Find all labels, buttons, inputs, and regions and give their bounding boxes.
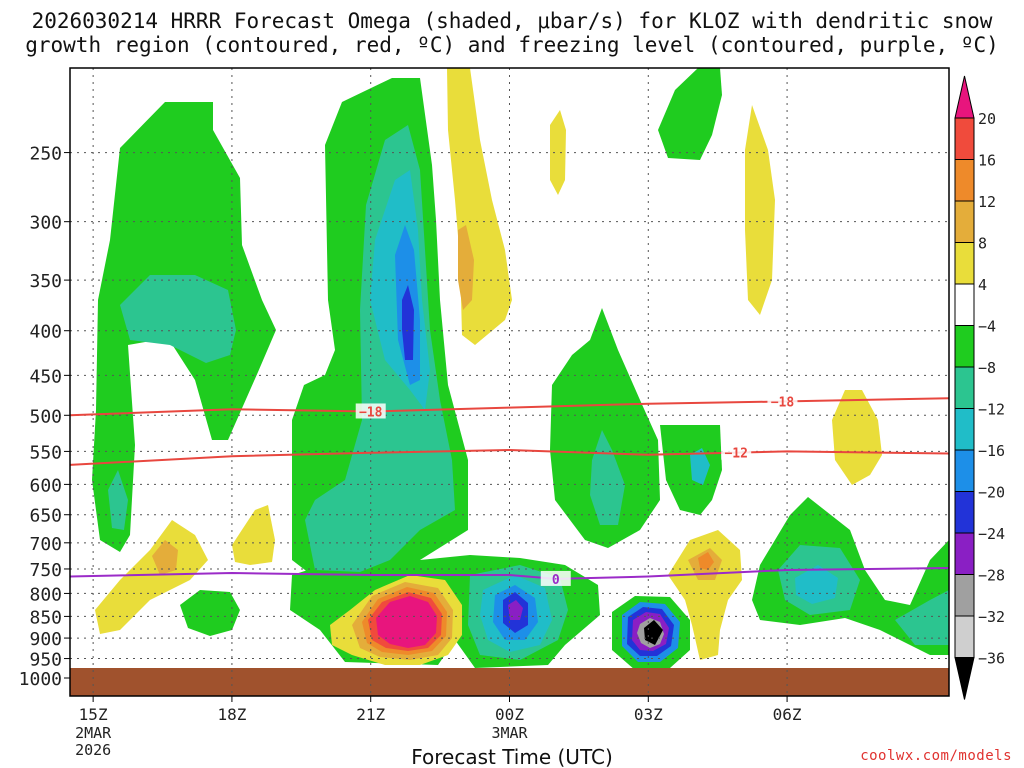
- colorbar-box-4: [954, 283, 975, 326]
- colorbar-bottom-arrow: [954, 657, 975, 700]
- omega-region-yellow-east: [832, 390, 882, 485]
- y-tick-label-750: 750: [29, 560, 62, 581]
- colorbar-box-9: [954, 491, 975, 534]
- colorbar-box-2: [954, 200, 975, 243]
- y-tick-label-650: 650: [29, 506, 62, 527]
- colorbar-box-1: [954, 159, 975, 202]
- contour-label-freezing-level-0: 0: [552, 573, 560, 588]
- colorbar-label-4: 4: [978, 276, 987, 294]
- x-tick-label-1: 18Z: [217, 705, 246, 724]
- y-tick-label-700: 700: [29, 534, 62, 555]
- colorbar-label-5: −4: [978, 318, 996, 336]
- omega-region-central: [550, 308, 660, 548]
- contour-lines: −18 −18 −12 0: [69, 393, 950, 588]
- y-tick-label-850: 850: [29, 607, 62, 628]
- omega-region-0300-cyan: [690, 448, 710, 485]
- colorbar: 20 16 12 8 4 −4 −8 −12 −16 −20 −24 −28 −32 −36: [954, 75, 1005, 700]
- omega-region-yellow-0300: [668, 530, 742, 660]
- y-tick-label-950: 950: [29, 650, 62, 671]
- x-tick-year-0: 2026: [75, 741, 111, 759]
- y-tick-label-350: 350: [29, 271, 62, 292]
- chart-title-line2: growth region (contoured, red, ºC) and f…: [25, 33, 999, 57]
- y-axis: 2503003504004505005506006507007508008509…: [19, 144, 70, 690]
- x-tick-label-3: 00Z: [495, 705, 524, 724]
- x-tick-sublabel-3: 3MAR: [491, 724, 528, 742]
- colorbar-box-5: [954, 325, 975, 368]
- colorbar-label-8: −16: [978, 442, 1005, 460]
- contour-dendritic-snow-lower: [69, 448, 950, 466]
- colorbar-box-11: [954, 574, 975, 617]
- x-tick-label-5: 06Z: [773, 705, 802, 724]
- colorbar-box-7: [954, 408, 975, 451]
- y-tick-label-550: 550: [29, 442, 62, 463]
- y-tick-label-400: 400: [29, 322, 62, 343]
- omega-region-small-west: [180, 590, 240, 636]
- colorbar-label-10: −24: [978, 525, 1005, 543]
- y-tick-label-500: 500: [29, 406, 62, 427]
- plot-frame: [69, 67, 950, 697]
- colorbar-box-10: [954, 532, 975, 575]
- credit-link[interactable]: coolwx.com/models: [860, 748, 1012, 764]
- colorbar-label-0: 20: [978, 110, 996, 128]
- omega-region-0300-green: [660, 425, 722, 515]
- contour-label-dendritic-snow-lower-0: −12: [724, 447, 747, 462]
- colorbar-label-2: 12: [978, 193, 996, 211]
- contour-label-bg-freezing-level-0: [540, 570, 571, 586]
- colorbar-label-12: −32: [978, 608, 1005, 626]
- colorbar-label-6: −8: [978, 359, 996, 377]
- x-tick-label-4: 03Z: [634, 705, 663, 724]
- colorbar-box-6: [954, 366, 975, 409]
- omega-region-yellow-small: [232, 505, 275, 565]
- y-tick-label-900: 900: [29, 629, 62, 650]
- omega-region-yellow-narrow: [550, 110, 566, 195]
- omega-region-orange-west: [152, 540, 178, 575]
- contour-label-bg-dendritic-snow-upper-1: [767, 393, 798, 409]
- omega-shading: [70, 68, 949, 696]
- omega-region-west-teal: [120, 275, 236, 363]
- omega-region-top-right: [658, 68, 722, 160]
- colorbar-box-8: [954, 449, 975, 492]
- y-tick-label-600: 600: [29, 475, 62, 496]
- y-tick-label-300: 300: [29, 213, 62, 234]
- omega-region-yellow-west: [95, 520, 208, 634]
- contour-label-dendritic-snow-upper-0: −18: [359, 405, 383, 420]
- colorbar-label-7: −12: [978, 401, 1005, 419]
- y-tick-label-800: 800: [29, 584, 62, 605]
- y-tick-label-1000: 1000: [19, 669, 62, 690]
- omega-region-east-cyan: [795, 565, 838, 604]
- omega-region-subsidence-magenta: [376, 596, 437, 648]
- omega-region-0200-black: [644, 620, 663, 645]
- colorbar-box-0: [954, 117, 975, 160]
- colorbar-box-3: [954, 242, 975, 285]
- colorbar-label-9: −20: [978, 484, 1005, 502]
- colorbar-label-13: −36: [978, 650, 1005, 668]
- x-axis-title: Forecast Time (UTC): [411, 745, 613, 768]
- omega-region-darkorange-0300: [698, 552, 714, 570]
- x-tick-sublabel-0: 2MAR: [75, 724, 112, 742]
- contour-label-bg-dendritic-snow-upper-0: [355, 403, 386, 419]
- contour-freezing-level: [69, 567, 950, 580]
- y-tick-label-250: 250: [29, 144, 62, 165]
- colorbar-label-3: 8: [978, 235, 987, 253]
- omega-region-lower-purple: [508, 600, 523, 620]
- omega-region-mid-darkblue: [402, 285, 414, 360]
- x-tick-label-2: 21Z: [356, 705, 385, 724]
- contour-label-bg-dendritic-snow-lower-0: [721, 444, 752, 460]
- omega-region-yellow-right: [745, 105, 775, 315]
- colorbar-box-12: [954, 615, 975, 658]
- x-tick-label-0: 15Z: [79, 705, 108, 724]
- colorbar-label-11: −28: [978, 567, 1005, 585]
- omega-region-east-small-teal: [895, 590, 949, 645]
- colorbar-label-1: 16: [978, 152, 996, 170]
- colorbar-top-arrow: [954, 75, 975, 119]
- omega-region-upper-orange: [458, 225, 474, 310]
- chart-title-line1: 2026030214 HRRR Forecast Omega (shaded, …: [31, 9, 993, 33]
- contour-label-dendritic-snow-upper-1: −18: [771, 395, 795, 410]
- y-tick-label-450: 450: [29, 366, 62, 387]
